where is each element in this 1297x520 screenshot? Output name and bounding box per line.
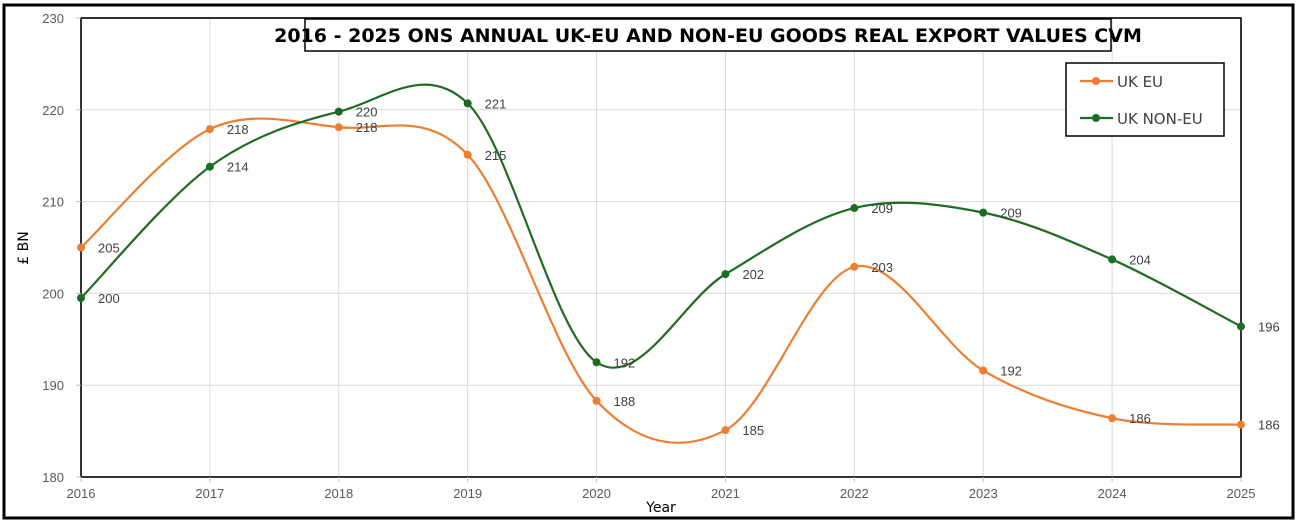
data-label-uk-eu-2016: 205 — [98, 241, 120, 256]
series-group — [77, 83, 1245, 444]
y-axis-title: £ BN — [16, 231, 32, 264]
data-point-uk-eu-2016 — [77, 243, 85, 252]
data-label-uk-non-eu-2017: 214 — [227, 160, 249, 175]
series-line-uk-eu — [80, 117, 1242, 444]
x-tick-label-2018: 2018 — [324, 486, 353, 501]
data-label-uk-non-eu-2021: 202 — [742, 267, 764, 282]
data-point-uk-eu-2017 — [205, 125, 214, 134]
x-axis-ticks: 2016 2017 2018 2019 2020 2021 2022 2023 2024 2025 — [67, 477, 1256, 501]
legend-label-uk-eu: UK EU — [1117, 73, 1163, 91]
data-point-uk-eu-2020 — [592, 396, 601, 405]
data-point-uk-eu-2023 — [979, 366, 988, 375]
data-label-uk-non-eu-2023: 209 — [1000, 206, 1022, 221]
data-point-uk-non-eu-2023 — [979, 208, 988, 217]
data-point-uk-non-eu-2021 — [721, 270, 730, 279]
y-tick-label-190: 190 — [42, 378, 64, 393]
data-point-uk-non-eu-2018 — [334, 107, 343, 116]
x-tick-label-2022: 2022 — [840, 486, 869, 501]
y-axis-ticks: 180 190 200 210 220 230 — [42, 11, 81, 485]
y-tick-label-220: 220 — [42, 103, 64, 118]
data-label-uk-non-eu-2024: 204 — [1129, 252, 1151, 267]
data-point-uk-eu-2019 — [463, 150, 472, 159]
data-point-uk-non-eu-2024 — [1108, 255, 1117, 264]
data-point-uk-non-eu-2025 — [1237, 322, 1245, 331]
data-label-uk-non-eu-2022: 209 — [871, 201, 893, 216]
x-tick-label-2017: 2017 — [195, 486, 224, 501]
y-tick-label-200: 200 — [42, 286, 64, 301]
data-point-uk-eu-2024 — [1108, 414, 1117, 423]
data-label-uk-eu-2018: 218 — [356, 120, 378, 135]
x-tick-label-2016: 2016 — [67, 486, 96, 501]
data-label-uk-non-eu-2016: 200 — [98, 291, 120, 306]
data-label-uk-eu-2023: 192 — [1000, 364, 1022, 379]
data-label-uk-non-eu-2019: 221 — [485, 96, 507, 111]
x-tick-label-2023: 2023 — [969, 486, 998, 501]
data-labels: 205 218 218 215 188 185 203 192 186 186 200 214 220 2… — [98, 96, 1280, 438]
x-tick-label-2025: 2025 — [1227, 486, 1256, 501]
legend-marker-uk-eu — [1092, 77, 1100, 85]
data-point-uk-non-eu-2017 — [205, 162, 214, 171]
data-point-uk-eu-2021 — [721, 426, 730, 435]
data-point-uk-non-eu-2016 — [77, 293, 85, 302]
y-tick-label-210: 210 — [42, 195, 64, 210]
x-tick-label-2020: 2020 — [582, 486, 611, 501]
data-point-uk-eu-2022 — [850, 262, 859, 271]
data-label-uk-eu-2024: 186 — [1129, 411, 1151, 426]
legend: UK EU UK NON-EU — [1065, 62, 1225, 137]
legend-label-uk-non-eu: UK NON-EU — [1117, 110, 1203, 128]
data-label-uk-non-eu-2025: 196 — [1258, 319, 1280, 334]
chart-title: 2016 - 2025 ONS ANNUAL UK-EU AND NON-EU … — [274, 25, 1142, 47]
series-line-uk-non-eu — [80, 83, 1242, 369]
data-label-uk-eu-2021: 185 — [742, 423, 764, 438]
data-label-uk-eu-2020: 188 — [614, 394, 636, 409]
data-point-uk-eu-2018 — [334, 123, 343, 132]
data-label-uk-eu-2025: 186 — [1258, 418, 1280, 433]
data-label-uk-eu-2017: 218 — [227, 122, 249, 137]
legend-marker-uk-non-eu — [1092, 114, 1100, 122]
x-tick-label-2019: 2019 — [453, 486, 482, 501]
data-point-uk-non-eu-2022 — [850, 204, 859, 213]
data-point-uk-non-eu-2019 — [463, 99, 472, 108]
data-label-uk-non-eu-2020: 192 — [614, 355, 636, 370]
x-tick-label-2024: 2024 — [1098, 486, 1127, 501]
data-label-uk-eu-2019: 215 — [485, 148, 507, 163]
data-label-uk-eu-2022: 203 — [871, 260, 893, 275]
data-point-uk-eu-2025 — [1237, 420, 1245, 429]
y-tick-label-180: 180 — [42, 470, 64, 485]
legend-item-uk-eu: UK EU — [1080, 73, 1163, 91]
x-tick-label-2021: 2021 — [711, 486, 740, 501]
data-label-uk-non-eu-2018: 220 — [356, 105, 378, 120]
data-point-uk-non-eu-2020 — [592, 358, 601, 367]
chart-title-box: 2016 - 2025 ONS ANNUAL UK-EU AND NON-EU … — [274, 18, 1142, 52]
legend-item-uk-non-eu: UK NON-EU — [1080, 110, 1203, 128]
y-tick-label-230: 230 — [42, 11, 64, 26]
x-axis-title: Year — [645, 500, 676, 516]
